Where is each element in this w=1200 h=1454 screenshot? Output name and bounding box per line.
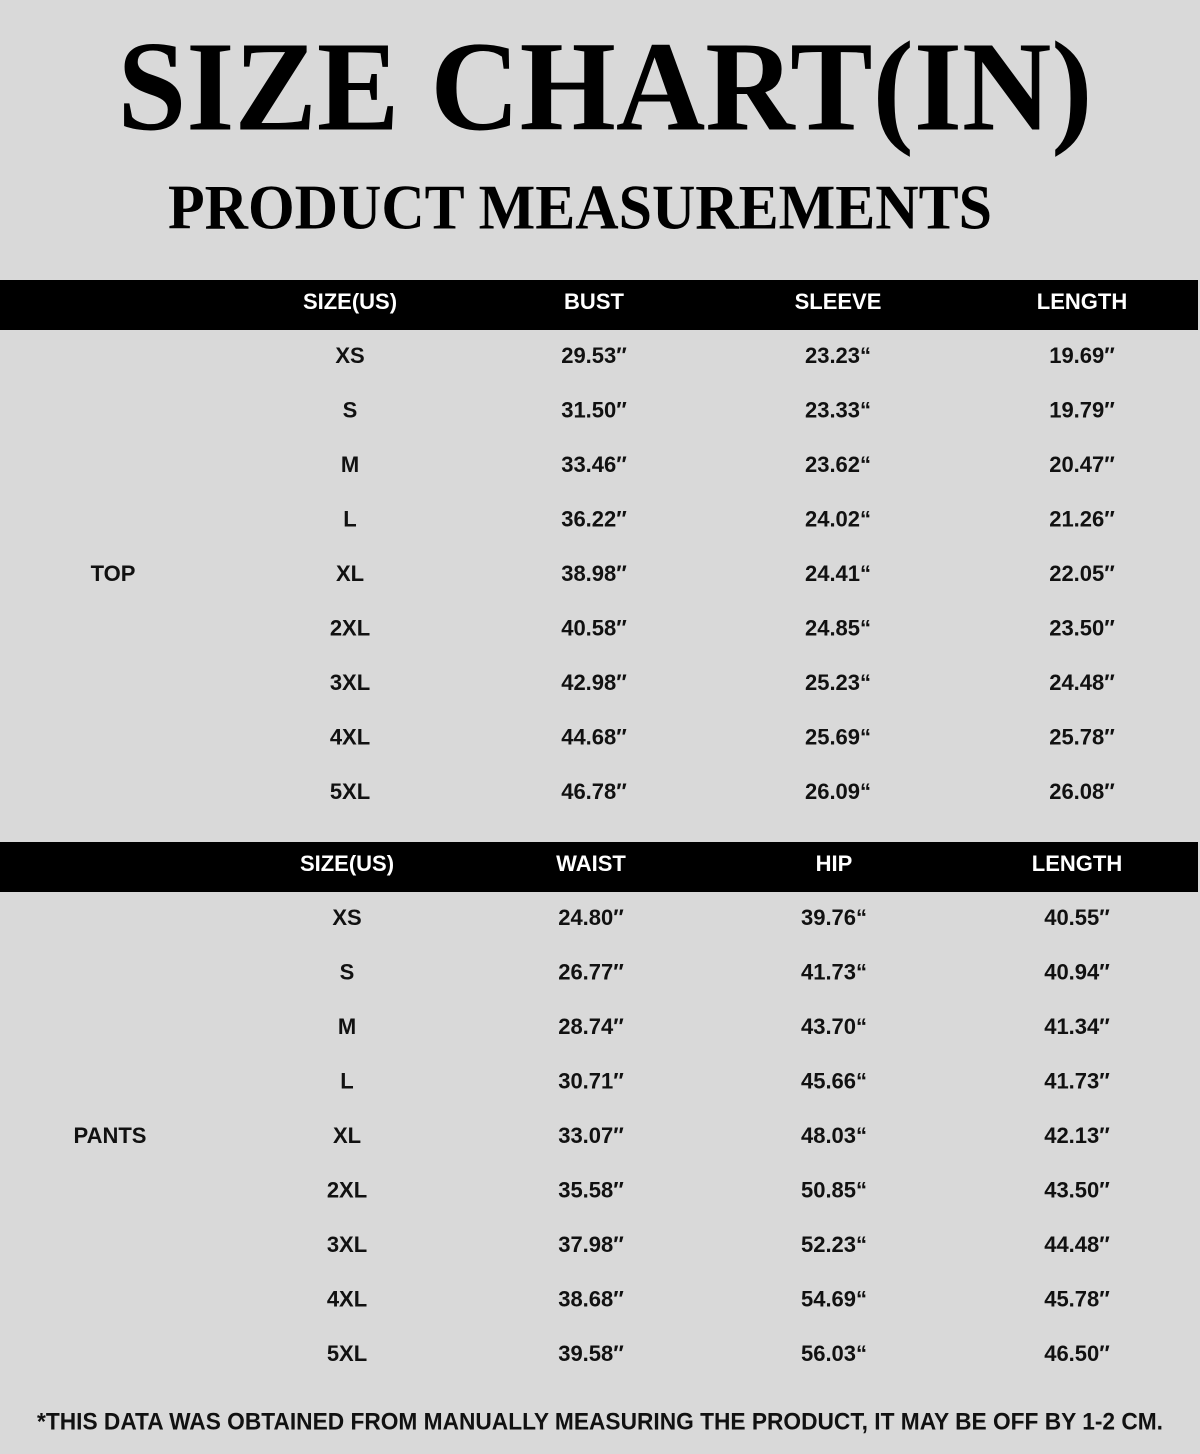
cell: 4XL <box>327 1286 367 1311</box>
cell: 38.98″ <box>561 561 627 586</box>
cell: 41.73″ <box>1044 1068 1110 1093</box>
cell: 5XL <box>327 1341 367 1366</box>
cell: 21.26″ <box>1049 506 1115 531</box>
cell: 24.48″ <box>1049 670 1115 695</box>
column-header: SIZE(US) <box>300 851 394 876</box>
cell: 3XL <box>330 670 370 695</box>
cell: 35.58″ <box>558 1177 624 1202</box>
cell: 25.78″ <box>1049 724 1115 749</box>
column-header: WAIST <box>556 851 626 876</box>
column-header: BUST <box>564 289 624 314</box>
cell: 26.09“ <box>805 779 871 804</box>
cell: 39.76“ <box>801 905 867 930</box>
cell: 33.07″ <box>558 1123 624 1148</box>
cell: 40.58″ <box>561 615 627 640</box>
column-header: SLEEVE <box>795 289 882 314</box>
cell: 43.50″ <box>1044 1177 1110 1202</box>
cell: 54.69“ <box>801 1286 867 1311</box>
cell: 42.98″ <box>561 670 627 695</box>
cell: 29.53″ <box>561 343 627 368</box>
subtitle: PRODUCT MEASUREMENTS <box>168 172 992 243</box>
cell: 26.08″ <box>1049 779 1115 804</box>
cell: 22.05″ <box>1049 561 1115 586</box>
cell: 40.94″ <box>1044 959 1110 984</box>
cell: 43.70“ <box>801 1014 867 1039</box>
cell: 26.77″ <box>558 959 624 984</box>
cell: 33.46″ <box>561 452 627 477</box>
cell: M <box>338 1014 356 1039</box>
group-label: TOP <box>91 561 136 586</box>
cell: 25.23“ <box>805 670 871 695</box>
column-header: SIZE(US) <box>303 289 397 314</box>
cell: 39.58″ <box>558 1341 624 1366</box>
cell: 23.23“ <box>805 343 871 368</box>
cell: 36.22″ <box>561 506 627 531</box>
cell: 2XL <box>330 615 370 640</box>
cell: 2XL <box>327 1177 367 1202</box>
cell: 3XL <box>327 1232 367 1257</box>
cell: 25.69“ <box>805 724 871 749</box>
header-bar <box>0 280 1198 330</box>
cell: 37.98″ <box>558 1232 624 1257</box>
cell: 23.33“ <box>805 397 871 422</box>
cell: 44.48″ <box>1044 1232 1110 1257</box>
cell: 4XL <box>330 724 370 749</box>
cell: 5XL <box>330 779 370 804</box>
cell: 46.78″ <box>561 779 627 804</box>
cell: L <box>340 1068 353 1093</box>
cell: 28.74″ <box>558 1014 624 1039</box>
cell: 45.78″ <box>1044 1286 1110 1311</box>
cell: 42.13″ <box>1044 1123 1110 1148</box>
cell: XS <box>332 905 361 930</box>
column-header: HIP <box>816 851 853 876</box>
group-label: PANTS <box>74 1123 147 1148</box>
cell: 19.79″ <box>1049 397 1115 422</box>
cell: 19.69″ <box>1049 343 1115 368</box>
title: SIZE CHART(IN) <box>118 15 1093 157</box>
cell: 23.50″ <box>1049 615 1115 640</box>
cell: L <box>343 506 356 531</box>
cell: 31.50″ <box>561 397 627 422</box>
cell: 48.03“ <box>801 1123 867 1148</box>
cell: 23.62“ <box>805 452 871 477</box>
cell: 52.23“ <box>801 1232 867 1257</box>
cell: 24.41“ <box>805 561 871 586</box>
cell: 24.80″ <box>558 905 624 930</box>
cell: 24.02“ <box>805 506 871 531</box>
cell: 46.50″ <box>1044 1341 1110 1366</box>
cell: 30.71″ <box>558 1068 624 1093</box>
column-header: LENGTH <box>1037 289 1127 314</box>
cell: S <box>340 959 355 984</box>
cell: 44.68″ <box>561 724 627 749</box>
cell: 41.73“ <box>801 959 867 984</box>
footnote: *THIS DATA WAS OBTAINED FROM MANUALLY ME… <box>37 1408 1163 1435</box>
cell: XL <box>336 561 364 586</box>
cell: 24.85“ <box>805 615 871 640</box>
cell: 40.55″ <box>1044 905 1110 930</box>
cell: S <box>343 397 358 422</box>
header-bar <box>0 842 1198 892</box>
cell: 38.68″ <box>558 1286 624 1311</box>
cell: 45.66“ <box>801 1068 867 1093</box>
cell: XS <box>335 343 364 368</box>
cell: XL <box>333 1123 361 1148</box>
cell: M <box>341 452 359 477</box>
cell: 56.03“ <box>801 1341 867 1366</box>
cell: 50.85“ <box>801 1177 867 1202</box>
cell: 20.47″ <box>1049 452 1115 477</box>
cell: 41.34″ <box>1044 1014 1110 1039</box>
column-header: LENGTH <box>1032 851 1122 876</box>
